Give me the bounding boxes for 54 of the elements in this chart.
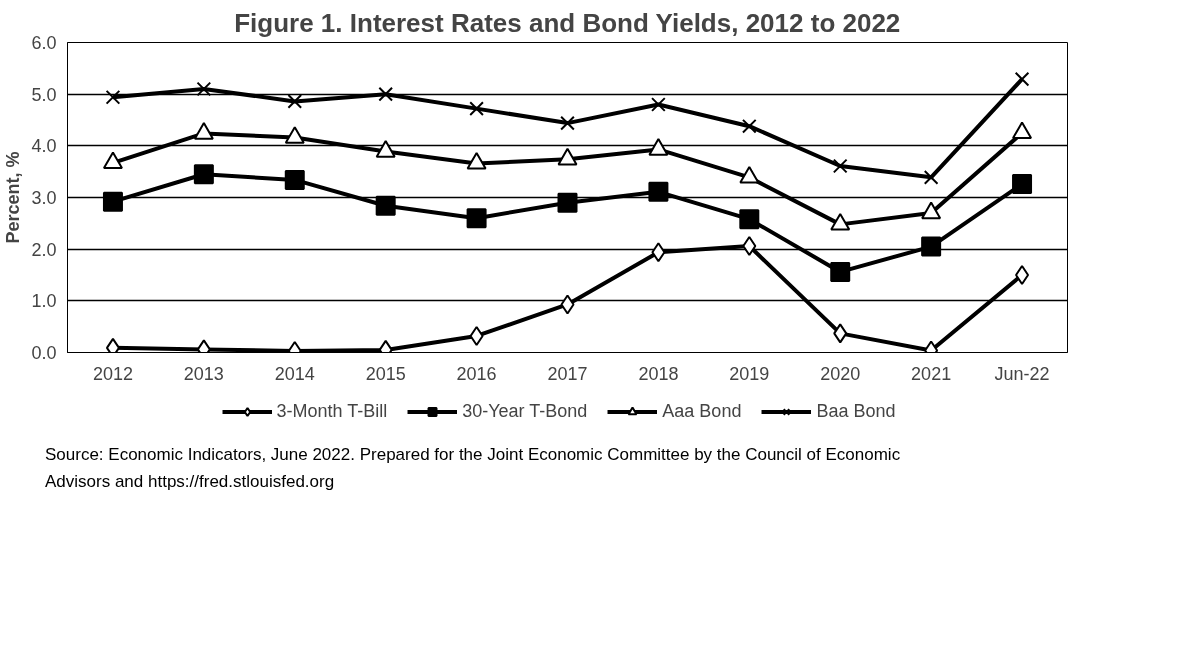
point (833, 323, 848, 344)
x-tick-label: 2019 (729, 363, 770, 384)
chart-title: Figure 1. Interest Rates and Bond Yields, 2012 to 2022 (234, 7, 901, 38)
point (469, 325, 484, 346)
x-tick-label: 2021 (911, 363, 952, 384)
point (466, 208, 487, 229)
point (742, 236, 757, 257)
x-tick-label: 2017 (547, 363, 588, 384)
point (196, 81, 212, 97)
point (1012, 174, 1033, 195)
point (102, 191, 123, 212)
point (105, 89, 121, 105)
y-tick-label: 6.0 (31, 33, 57, 53)
point (651, 242, 666, 263)
x-tick-label: 2013 (183, 363, 224, 384)
y-tick-label: 4.0 (31, 136, 57, 157)
point (560, 115, 575, 131)
point (921, 236, 942, 257)
x-tick-label: 2014 (274, 363, 315, 384)
legend-label: Baa Bond (816, 400, 896, 422)
legend-label: 30-Year T-Bond (462, 400, 588, 422)
x-tick-label: Jun-22 (994, 363, 1050, 384)
x-tick-label: 2018 (638, 363, 679, 384)
legend-label: Aaa Bond (662, 400, 742, 422)
point (193, 164, 214, 185)
y-tick-label: 0.0 (31, 343, 57, 363)
point (560, 294, 575, 315)
y-tick-label: 2.0 (31, 239, 57, 260)
point (1015, 265, 1030, 285)
point (648, 181, 669, 202)
source-note: Source: Economic Indicators, June 2022. Prepared for the Joint Economic Committee by the Council of Economic (45, 445, 901, 464)
y-tick-label: 5.0 (31, 84, 57, 105)
point (832, 158, 848, 174)
point (284, 169, 305, 190)
x-tick-label: 2016 (456, 363, 497, 384)
point (651, 97, 666, 112)
point (557, 192, 578, 213)
y-axis-title: Percent, % (3, 151, 24, 244)
point (741, 118, 757, 134)
text: Advisors and https://fred.stlouisfed.org (45, 472, 335, 492)
point (378, 86, 394, 102)
point (375, 195, 396, 216)
y-tick-label: 1.0 (31, 291, 57, 312)
x-tick-label: 2015 (365, 363, 406, 384)
point (287, 94, 303, 109)
y-tick-label: 3.0 (31, 188, 57, 208)
x-tick-label: 2012 (92, 363, 133, 384)
legend-label: 3-Month T-Bill (276, 400, 388, 422)
point (739, 209, 760, 230)
point (923, 169, 939, 185)
point (830, 261, 851, 282)
point (1014, 71, 1030, 87)
point (469, 101, 484, 116)
x-tick-label: 2020 (820, 363, 861, 384)
